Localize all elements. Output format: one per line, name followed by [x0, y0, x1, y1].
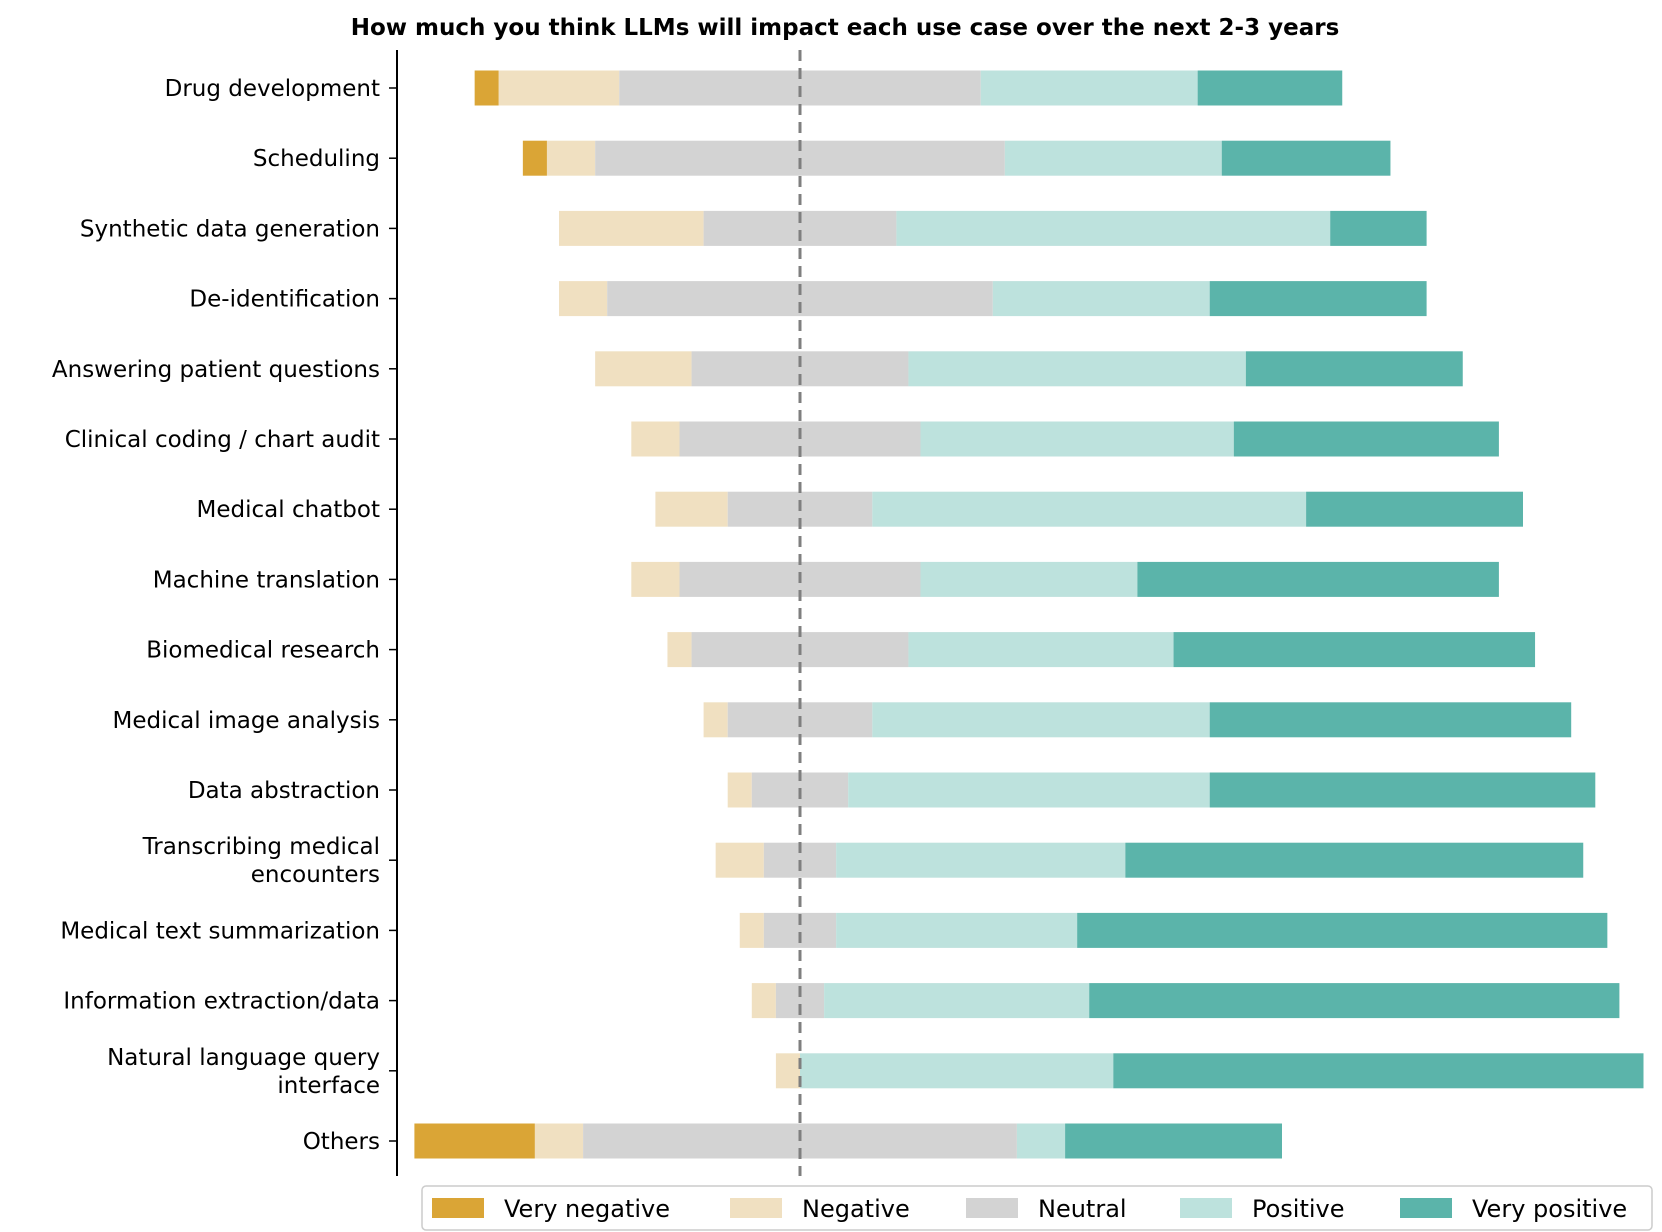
bar-segment-negative	[546, 140, 596, 176]
bar-segment-very-positive	[1137, 561, 1499, 597]
bar-segment-negative	[715, 842, 764, 878]
legend-label: Very positive	[1472, 1195, 1627, 1223]
bar-segment-positive	[836, 842, 1126, 878]
legend-swatch-positive	[1180, 1198, 1232, 1218]
bar-segment-negative	[631, 561, 680, 597]
bar-segment-positive	[896, 210, 1331, 246]
legend-swatch-very-positive	[1400, 1198, 1452, 1218]
bar-segment-positive	[800, 1053, 1114, 1089]
bar-segment-positive	[836, 912, 1078, 948]
bar-segment-very-negative	[474, 70, 499, 106]
y-tick-label: Medical chatbot	[197, 497, 380, 523]
bar-segment-positive	[980, 70, 1198, 106]
legend-label: Positive	[1252, 1195, 1345, 1223]
y-tick-label: Machine translation	[153, 567, 380, 593]
y-tick-label: Answering patient questions	[52, 357, 380, 383]
y-tick-label: De-identification	[189, 287, 380, 313]
bar-segment-very-positive	[1221, 140, 1391, 176]
bar-segment-negative	[703, 702, 728, 738]
bar-segment-very-positive	[1089, 983, 1620, 1019]
bars-group	[414, 70, 1644, 1159]
y-tick-label: Scheduling	[253, 146, 380, 172]
bar-segment-very-positive	[1306, 491, 1523, 527]
y-tick-label: Drug development	[165, 76, 380, 102]
bar-segment-very-positive	[1077, 912, 1608, 948]
bar-segment-very-positive	[1330, 210, 1427, 246]
bar-segment-very-positive	[1209, 772, 1596, 808]
bar-segment-negative	[739, 912, 764, 948]
legend: Very negative Negative Neutral Positive Very…	[421, 1185, 1653, 1231]
y-tick-group: Drug development Scheduling Synthetic data…	[52, 76, 397, 1155]
bar-segment-negative	[534, 1123, 584, 1159]
bar-segment-negative	[775, 1053, 800, 1089]
y-tick-label: Natural language query	[107, 1045, 380, 1071]
bar-segment-very-positive	[1173, 632, 1536, 668]
bar-segment-positive	[848, 772, 1210, 808]
chart-title: How much you think LLMs will impact each…	[351, 15, 1340, 41]
bar-segment-very-positive	[1125, 842, 1584, 878]
bar-segment-very-positive	[1209, 281, 1427, 317]
legend-swatch-negative	[730, 1198, 782, 1218]
bar-segment-very-positive	[1209, 702, 1572, 738]
legend-label: Negative	[802, 1195, 910, 1223]
y-tick-label: Synthetic data generation	[80, 216, 380, 242]
y-tick-label: Others	[303, 1129, 380, 1155]
bar-segment-negative	[667, 632, 692, 668]
bar-segment-very-positive	[1233, 421, 1499, 457]
legend-swatch-neutral	[966, 1198, 1018, 1218]
bar-segment-very-negative	[414, 1123, 535, 1159]
bar-segment-very-positive	[1197, 70, 1343, 106]
legend-label: Very negative	[504, 1195, 670, 1223]
bar-segment-negative	[751, 983, 776, 1019]
y-tick-label: interface	[277, 1073, 380, 1099]
bar-segment-negative	[631, 421, 680, 457]
y-tick-label: Transcribing medical	[142, 834, 380, 860]
legend-label: Neutral	[1038, 1195, 1127, 1223]
bar-segment-negative	[655, 491, 728, 527]
y-tick-label: encounters	[251, 862, 380, 888]
y-tick-label: Medical image analysis	[113, 708, 381, 734]
y-tick-label: Data abstraction	[188, 778, 380, 804]
bar-segment-very-positive	[1065, 1123, 1282, 1159]
bar-segment-positive	[872, 702, 1210, 738]
bar-segment-negative	[727, 772, 752, 808]
y-tick-label: Medical text summarization	[60, 918, 380, 944]
legend-swatch-very-negative	[432, 1198, 484, 1218]
bar-segment-positive	[992, 281, 1210, 317]
bar-segment-positive	[872, 491, 1307, 527]
bar-segment-negative	[559, 210, 704, 246]
bar-segment-positive	[920, 421, 1234, 457]
legend-frame	[421, 1185, 1653, 1231]
y-tick-label: Clinical coding / chart audit	[65, 427, 380, 453]
bar-segment-negative	[595, 351, 692, 387]
bar-segment-positive	[1016, 1123, 1066, 1159]
bar-segment-negative	[498, 70, 620, 106]
bar-segment-positive	[824, 983, 1090, 1019]
bar-segment-very-negative	[522, 140, 547, 176]
bar-segment-positive	[1004, 140, 1222, 176]
bar-segment-positive	[908, 632, 1174, 668]
bar-segment-negative	[559, 281, 608, 317]
y-tick-label: Biomedical research	[146, 638, 380, 664]
bar-segment-very-positive	[1245, 351, 1463, 387]
bar-segment-very-positive	[1113, 1053, 1644, 1089]
bar-segment-positive	[908, 351, 1246, 387]
y-tick-label: Information extraction/data	[63, 989, 380, 1015]
bar-segment-positive	[920, 561, 1138, 597]
